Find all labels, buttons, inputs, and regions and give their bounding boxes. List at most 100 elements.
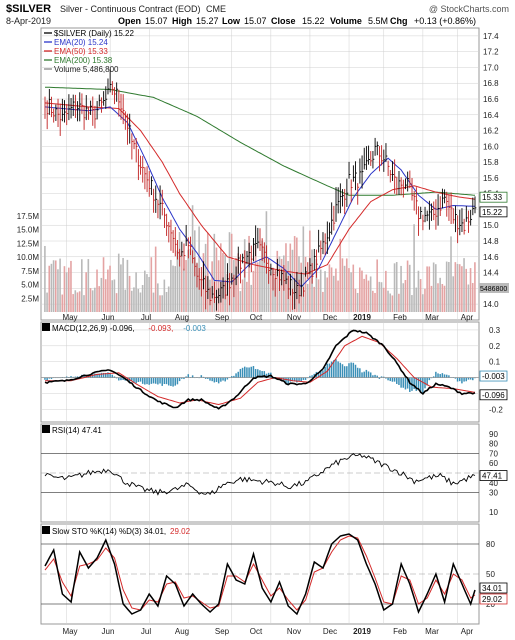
macd-histogram-bar: [135, 377, 137, 384]
macd-histogram-bar: [456, 377, 459, 382]
sto-badge-k-box: [479, 582, 508, 594]
price-month-label: Mar: [425, 313, 439, 322]
macd-histogram-bar: [243, 366, 246, 378]
quote-high-value: 15.27: [196, 16, 219, 26]
volume-tick-label: 15.0M: [17, 226, 40, 235]
ema20-legend: EMA(20) 15.24: [54, 38, 108, 47]
sto-d-line: [44, 535, 476, 611]
volume-bar: [254, 244, 257, 312]
volume-bar: [474, 262, 476, 312]
macd-histogram-bar: [146, 377, 148, 385]
volume-bar: [109, 265, 111, 312]
quote-low-value: 15.07: [244, 16, 267, 26]
macd-histogram-bar: [46, 377, 48, 381]
volume-bar: [439, 277, 441, 312]
macd-histogram-bar: [443, 374, 446, 378]
volume-bar: [59, 258, 61, 312]
price-month-label: Nov: [287, 313, 301, 322]
price-month-label: Feb: [393, 313, 407, 322]
rsi-tick-label: 90: [489, 430, 498, 439]
macd-histogram-bar: [148, 377, 150, 385]
rsi-tick-label: 30: [489, 489, 498, 498]
macd-legend-hist: -0.003: [183, 324, 206, 333]
macd-histogram-bar: [335, 359, 337, 378]
macd-histogram-bar: [154, 377, 157, 384]
volume-bar: [63, 266, 66, 312]
volume-bar: [361, 270, 363, 312]
volume-bar: [259, 259, 261, 312]
volume-bar: [467, 284, 470, 312]
volume-bar: [465, 268, 468, 312]
macd-histogram-bar: [96, 373, 98, 378]
volume-bar: [421, 294, 424, 312]
macd-histogram-bar: [50, 377, 53, 379]
volume-bar: [183, 268, 185, 312]
quote-close-label: Close: [271, 16, 296, 26]
macd-histogram-bar: [237, 371, 239, 378]
macd-histogram-bar: [187, 374, 190, 378]
quote-high-label: High: [172, 16, 192, 26]
chart-symbol: $SILVER: [6, 3, 51, 15]
bottom-month-label: Nov: [287, 627, 301, 636]
volume-bar: [437, 283, 439, 312]
volume-bar: [141, 285, 144, 312]
volume-bar: [89, 288, 92, 312]
price-tick-label: 16.2: [483, 127, 499, 136]
volume-bar: [322, 291, 324, 312]
volume-bar: [417, 270, 420, 312]
volume-bar: [395, 262, 398, 312]
macd-histogram-bar: [348, 363, 350, 378]
volume-bar: [120, 264, 122, 312]
macd-histogram-bar: [178, 377, 181, 382]
macd-histogram-bar: [113, 376, 116, 378]
macd-histogram-bar: [48, 377, 51, 379]
volume-bar: [389, 293, 392, 312]
macd-histogram-bar: [185, 376, 187, 378]
volume-bar: [293, 236, 296, 312]
volume-bar: [91, 290, 94, 312]
macd-histogram-bar: [289, 377, 292, 382]
macd-histogram-bar: [285, 377, 287, 384]
volume-bar: [400, 265, 402, 312]
macd-histogram-bar: [437, 373, 439, 378]
macd-histogram-bar: [298, 377, 300, 382]
volume-badge-text: 5486800: [480, 286, 507, 293]
rsi-tick-label: 70: [489, 449, 498, 458]
macd-histogram-bar: [337, 361, 339, 378]
volume-bar: [450, 236, 452, 312]
macd-histogram-bar: [105, 372, 107, 378]
volume-bar: [85, 272, 87, 312]
macd-histogram-bar: [359, 368, 361, 378]
macd-histogram-bar: [102, 372, 105, 378]
sto-legend-k: Slow STO %K(14) %D(3) 34.01,: [52, 527, 166, 536]
macd-histogram-bar: [165, 377, 168, 385]
volume-bar: [354, 288, 357, 312]
macd-histogram-bar: [141, 377, 144, 384]
volume-bar: [241, 279, 244, 312]
macd-histogram-bar: [398, 377, 400, 385]
volume-bar: [428, 266, 431, 312]
macd-histogram-bar: [435, 371, 437, 378]
macd-histogram-bar: [367, 371, 370, 378]
volume-bar: [335, 268, 337, 312]
macd-histogram-bar: [215, 377, 218, 382]
volume-bar: [133, 287, 135, 312]
volume-bar: [304, 256, 307, 312]
macd-histogram-bar: [317, 372, 320, 378]
volume-bar: [328, 264, 331, 312]
macd-histogram-bar: [426, 377, 428, 386]
macd-histogram-bar: [328, 363, 331, 378]
macd-histogram-bar: [176, 377, 179, 385]
macd-histogram-bar: [170, 377, 172, 386]
price-tick-label: 16.0: [483, 142, 499, 151]
price-tick-label: 17.2: [483, 48, 499, 57]
macd-histogram-bar: [159, 377, 161, 384]
sto-badge-k-text: 34.01: [482, 584, 503, 593]
macd-histogram-bar: [217, 377, 220, 384]
bottom-month-label: Jun: [102, 627, 115, 636]
sto-legend-d: 29.02: [170, 527, 191, 536]
volume-bar: [152, 292, 155, 312]
price-month-label: Aug: [175, 313, 189, 322]
volume-bar: [398, 293, 400, 312]
